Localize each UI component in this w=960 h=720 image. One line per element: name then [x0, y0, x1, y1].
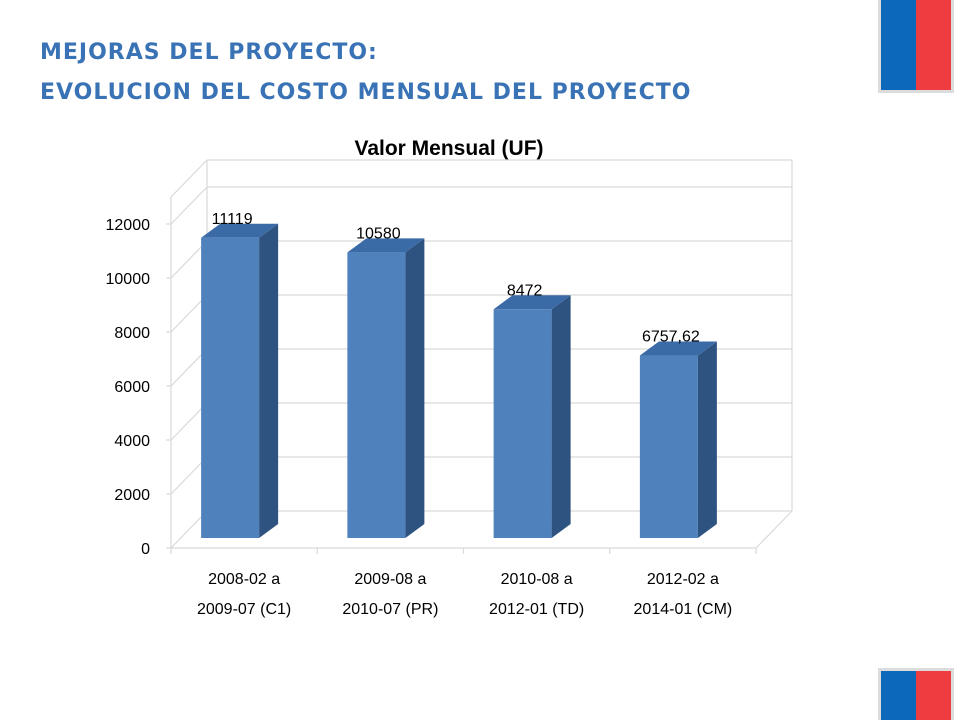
x-tick-label: 2008-02 a 2009-07 (C1) [197, 571, 291, 618]
flag-red-stripe [916, 671, 951, 720]
side-wall-top-edge [170, 159, 208, 198]
bar-side-face [405, 238, 425, 538]
chile-flag-logo-bottom [881, 671, 951, 720]
bar-top-face [347, 238, 425, 253]
side-wall-gridline [170, 510, 208, 549]
y-tick-label: 6000 [114, 379, 150, 396]
side-wall-gridline [170, 186, 208, 225]
x-tick-label-line: 2014-01 (CM) [634, 601, 733, 618]
y-tick-label: 12000 [106, 217, 151, 234]
side-wall-gridline [170, 294, 208, 333]
data-label: 8472 [507, 282, 543, 299]
page-title-line-1: MEJORAS DEL PROYECTO: [40, 40, 378, 65]
x-tick-label-line: 2010-08 a [501, 571, 573, 588]
x-tick-label: 2009-08 a 2010-07 (PR) [342, 571, 438, 618]
x-tick-label-line: 2012-01 (TD) [489, 601, 584, 618]
data-label: 10580 [356, 225, 401, 242]
x-tick-label-line: 2009-07 (C1) [197, 601, 291, 618]
bar-side-face [697, 341, 717, 538]
y-tick-label: 4000 [114, 433, 150, 450]
bar-top-face [639, 341, 717, 356]
bar-front-face [201, 237, 260, 539]
x-tick-label: 2012-02 a 2014-01 (CM) [634, 571, 733, 618]
bar [201, 223, 279, 539]
y-axis-tick-labels: 0 2000 4000 6000 8000 10000 12000 [106, 217, 151, 558]
side-wall-gridline [170, 240, 208, 279]
bar-top-face [493, 295, 571, 310]
chart-bars [201, 223, 717, 539]
bar [493, 295, 571, 538]
bar [639, 341, 717, 538]
bar-front-face [347, 252, 406, 538]
side-wall-gridline [170, 402, 208, 441]
bar-side-face [551, 295, 571, 538]
bar-front-face [639, 355, 698, 538]
x-tick-label-line: 2012-02 a [647, 571, 719, 588]
data-label: 11119 [212, 211, 253, 228]
floor-right-edge [755, 510, 793, 549]
flag-blue-stripe [881, 0, 916, 90]
bar-side-face [259, 223, 279, 539]
bar-front-face [493, 309, 552, 538]
x-tick-label-line: 2010-07 (PR) [342, 601, 438, 618]
x-tick-label: 2010-08 a 2012-01 (TD) [489, 571, 584, 618]
y-tick-label: 10000 [106, 271, 151, 288]
x-tick-label-line: 2008-02 a [208, 571, 280, 588]
data-labels: 11119 10580 8472 6757,62 [212, 211, 700, 346]
flag-red-stripe [916, 0, 951, 90]
data-label: 6757,62 [642, 329, 700, 346]
y-tick-label: 8000 [114, 325, 150, 342]
bar-top-face [201, 223, 279, 238]
side-wall-gridline [170, 456, 208, 495]
flag-blue-stripe [881, 671, 916, 720]
x-tick-label-line: 2009-08 a [354, 571, 426, 588]
y-tick-label: 2000 [114, 487, 150, 504]
chart-title: Valor Mensual (UF) [354, 137, 543, 160]
side-wall-gridline [170, 348, 208, 387]
x-axis-tick-labels: 2008-02 a 2009-07 (C1) 2009-08 a 2010-07 (P… [197, 571, 732, 618]
chile-flag-logo-top [881, 0, 951, 90]
page-title-line-2: EVOLUCION DEL COSTO MENSUAL DEL PROYECTO [40, 80, 692, 105]
bar [347, 238, 425, 538]
y-tick-label: 0 [141, 541, 150, 558]
